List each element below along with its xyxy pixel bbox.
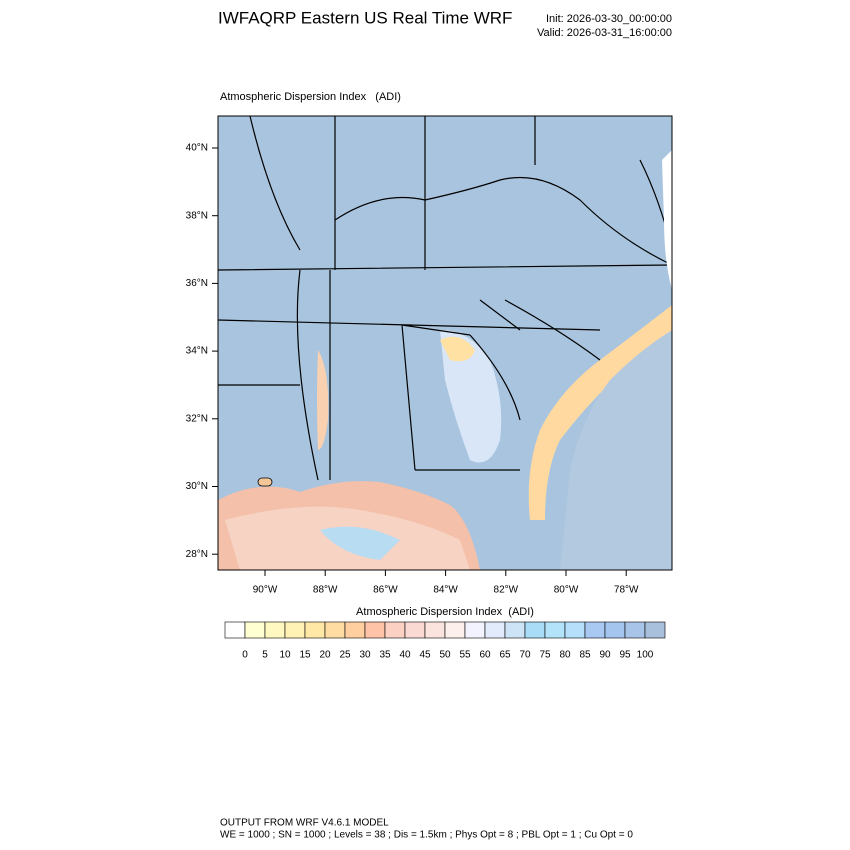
colorbar-box <box>244 621 266 639</box>
lon-label: 80°W <box>554 585 579 596</box>
colorbar-label: 45 <box>419 650 431 661</box>
colorbar-box <box>404 621 426 639</box>
colorbar-box <box>504 621 526 639</box>
footer-line: OUTPUT FROM WRF V4.6.1 MODEL <box>220 818 389 829</box>
colorbar-box <box>524 621 546 639</box>
title: IWFAQRP Eastern US Real Time WRF <box>218 8 512 27</box>
lat-label: 28°N <box>186 549 208 560</box>
colorbar-label: 70 <box>519 650 531 661</box>
lat-label: 40°N <box>186 143 208 154</box>
map <box>218 116 672 570</box>
lon-label: 86°W <box>373 585 398 596</box>
colorbar-label: 95 <box>619 650 631 661</box>
footer-line: WE = 1000 ; SN = 1000 ; Levels = 38 ; Di… <box>220 830 633 841</box>
colorbar-box <box>224 621 246 639</box>
init-time: Init: 2026-03-30_00:00:00 <box>546 13 672 25</box>
colorbar-box <box>304 621 326 639</box>
colorbar-label: 10 <box>279 650 291 661</box>
colorbar-box <box>544 621 566 639</box>
colorbar-box <box>564 621 586 639</box>
map-title: Atmospheric Dispersion Index (ADI) <box>220 91 401 103</box>
lat-label: 30°N <box>186 481 208 492</box>
colorbar-box <box>444 621 466 639</box>
lat-label: 32°N <box>186 413 208 424</box>
valid-time: Valid: 2026-03-31_16:00:00 <box>537 27 672 39</box>
colorbar-label: 90 <box>599 650 611 661</box>
colorbar-label: 80 <box>559 650 571 661</box>
colorbar-label: 20 <box>319 650 331 661</box>
lat-label: 34°N <box>186 346 208 357</box>
colorbar-box <box>644 621 666 639</box>
lon-label: 90°W <box>253 585 278 596</box>
colorbar-label: 5 <box>262 650 268 661</box>
colorbar-label: 100 <box>637 650 654 661</box>
colorbar-box <box>584 621 606 639</box>
colorbar-label: 40 <box>399 650 411 661</box>
colorbar-box <box>344 621 366 639</box>
lon-label: 82°W <box>494 585 519 596</box>
lat-label: 36°N <box>186 278 208 289</box>
colorbar-box <box>364 621 386 639</box>
colorbar-label: 75 <box>539 650 551 661</box>
colorbar-label: 25 <box>339 650 351 661</box>
colorbar-label: 55 <box>459 650 471 661</box>
colorbar-box <box>384 621 406 639</box>
lon-label: 78°W <box>614 585 639 596</box>
colorbar-label: 50 <box>439 650 451 661</box>
lon-label: 84°W <box>433 585 458 596</box>
colorbar-box <box>624 621 646 639</box>
colorbar-label: 85 <box>579 650 591 661</box>
colorbar-box <box>424 621 446 639</box>
lon-label: 88°W <box>313 585 338 596</box>
colorbar-box <box>464 621 486 639</box>
colorbar-label: 60 <box>479 650 491 661</box>
colorbar-box <box>264 621 286 639</box>
colorbar-label: 0 <box>242 650 248 661</box>
colorbar-title: Atmospheric Dispersion Index (ADI) <box>356 606 534 618</box>
colorbar-box <box>284 621 306 639</box>
map-frame <box>217 115 673 571</box>
colorbar-box <box>484 621 506 639</box>
colorbar-box <box>324 621 346 639</box>
colorbar-label: 35 <box>379 650 391 661</box>
colorbar-box <box>604 621 626 639</box>
lat-label: 38°N <box>186 210 208 221</box>
colorbar-label: 15 <box>299 650 311 661</box>
colorbar-label: 65 <box>499 650 511 661</box>
colorbar-label: 30 <box>359 650 371 661</box>
